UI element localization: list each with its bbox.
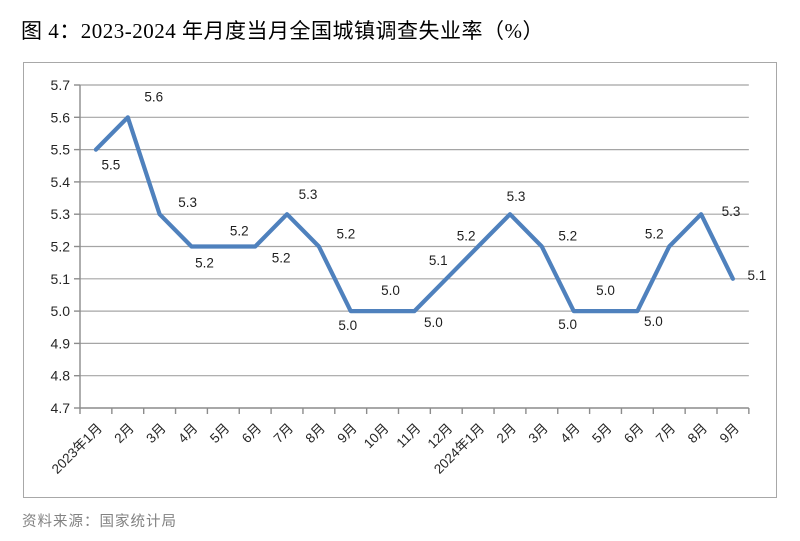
data-point-label: 5.2 [230, 224, 249, 239]
chart-title: 图 4：2023-2024 年月度当月全国城镇调查失业率（%） [21, 19, 544, 43]
x-axis-category-label: 8月 [303, 421, 328, 446]
y-axis-tick-label: 5.0 [51, 303, 71, 319]
data-point-label: 5.3 [507, 189, 526, 204]
data-point-label: 5.3 [722, 204, 741, 219]
data-point-label: 5.0 [558, 317, 577, 332]
y-axis-tick-label: 5.1 [51, 271, 71, 287]
y-axis-tick-label: 4.8 [51, 368, 71, 384]
x-axis-category-label: 4月 [557, 421, 582, 446]
data-point-label: 5.2 [645, 227, 664, 242]
y-axis-tick-label: 5.3 [51, 206, 71, 222]
x-axis-category-label: 10月 [361, 421, 392, 452]
x-axis-category-label: 3月 [525, 421, 550, 446]
x-axis-category-label: 2023年1月 [49, 421, 105, 477]
x-axis-category-label: 7月 [653, 421, 678, 446]
data-point-label: 5.5 [102, 158, 121, 173]
source-note: 资料来源：国家统计局 [22, 514, 177, 530]
data-point-label: 5.2 [336, 227, 355, 242]
x-axis-category-label: 3月 [143, 421, 168, 446]
x-axis-category-label: 6月 [621, 421, 646, 446]
data-point-label: 5.3 [299, 187, 318, 202]
x-axis-category-label: 9月 [717, 421, 742, 446]
data-point-label: 5.0 [424, 315, 443, 330]
data-point-label: 5.2 [558, 229, 577, 244]
unemployment-rate-line-chart: 5.7 5.6 5.5 5.4 5.3 5.2 5.1 5.0 4.9 4.8 4.7 2023年1月… [49, 77, 767, 477]
x-axis-category-label: 2月 [111, 421, 136, 446]
y-axis-tick-label: 4.9 [51, 335, 71, 351]
data-point-label: 5.0 [596, 283, 615, 298]
x-axis-category-label: 4月 [175, 421, 200, 446]
y-axis-tick-label: 5.6 [51, 109, 71, 125]
y-axis-tick-label: 5.4 [51, 174, 71, 190]
data-point-label: 5.6 [144, 89, 163, 104]
data-point-label: 5.2 [457, 229, 476, 244]
chart-frame: 5.7 5.6 5.5 5.4 5.3 5.2 5.1 5.0 4.9 4.8 4.7 2023年1月… [23, 62, 777, 498]
x-axis-category-label: 11月 [393, 421, 423, 451]
data-point-label: 5.1 [429, 253, 448, 268]
data-point-label: 5.2 [195, 256, 214, 271]
x-axis-category-label: 6月 [239, 421, 264, 446]
unemployment-rate-series-line [93, 115, 736, 314]
y-axis-tick-label: 5.2 [51, 239, 71, 255]
x-axis-category-label: 5月 [207, 421, 232, 446]
data-point-label: 5.0 [381, 283, 400, 298]
x-axis-category-label: 9月 [334, 421, 359, 446]
data-point-label: 5.0 [338, 318, 357, 333]
data-point-label: 5.0 [644, 314, 663, 329]
x-axis-category-label: 8月 [685, 421, 710, 446]
x-axis-category-label: 7月 [271, 421, 296, 446]
x-axis-category-label: 2月 [494, 421, 519, 446]
data-point-label: 5.2 [272, 251, 291, 266]
y-axis-tick-label: 4.7 [51, 400, 71, 416]
data-point-label: 5.3 [178, 195, 197, 210]
y-axis-tick-label: 5.7 [51, 77, 71, 93]
data-point-label: 5.1 [748, 268, 767, 283]
y-axis-tick-label: 5.5 [51, 142, 71, 158]
x-axis-category-label: 5月 [589, 421, 614, 446]
